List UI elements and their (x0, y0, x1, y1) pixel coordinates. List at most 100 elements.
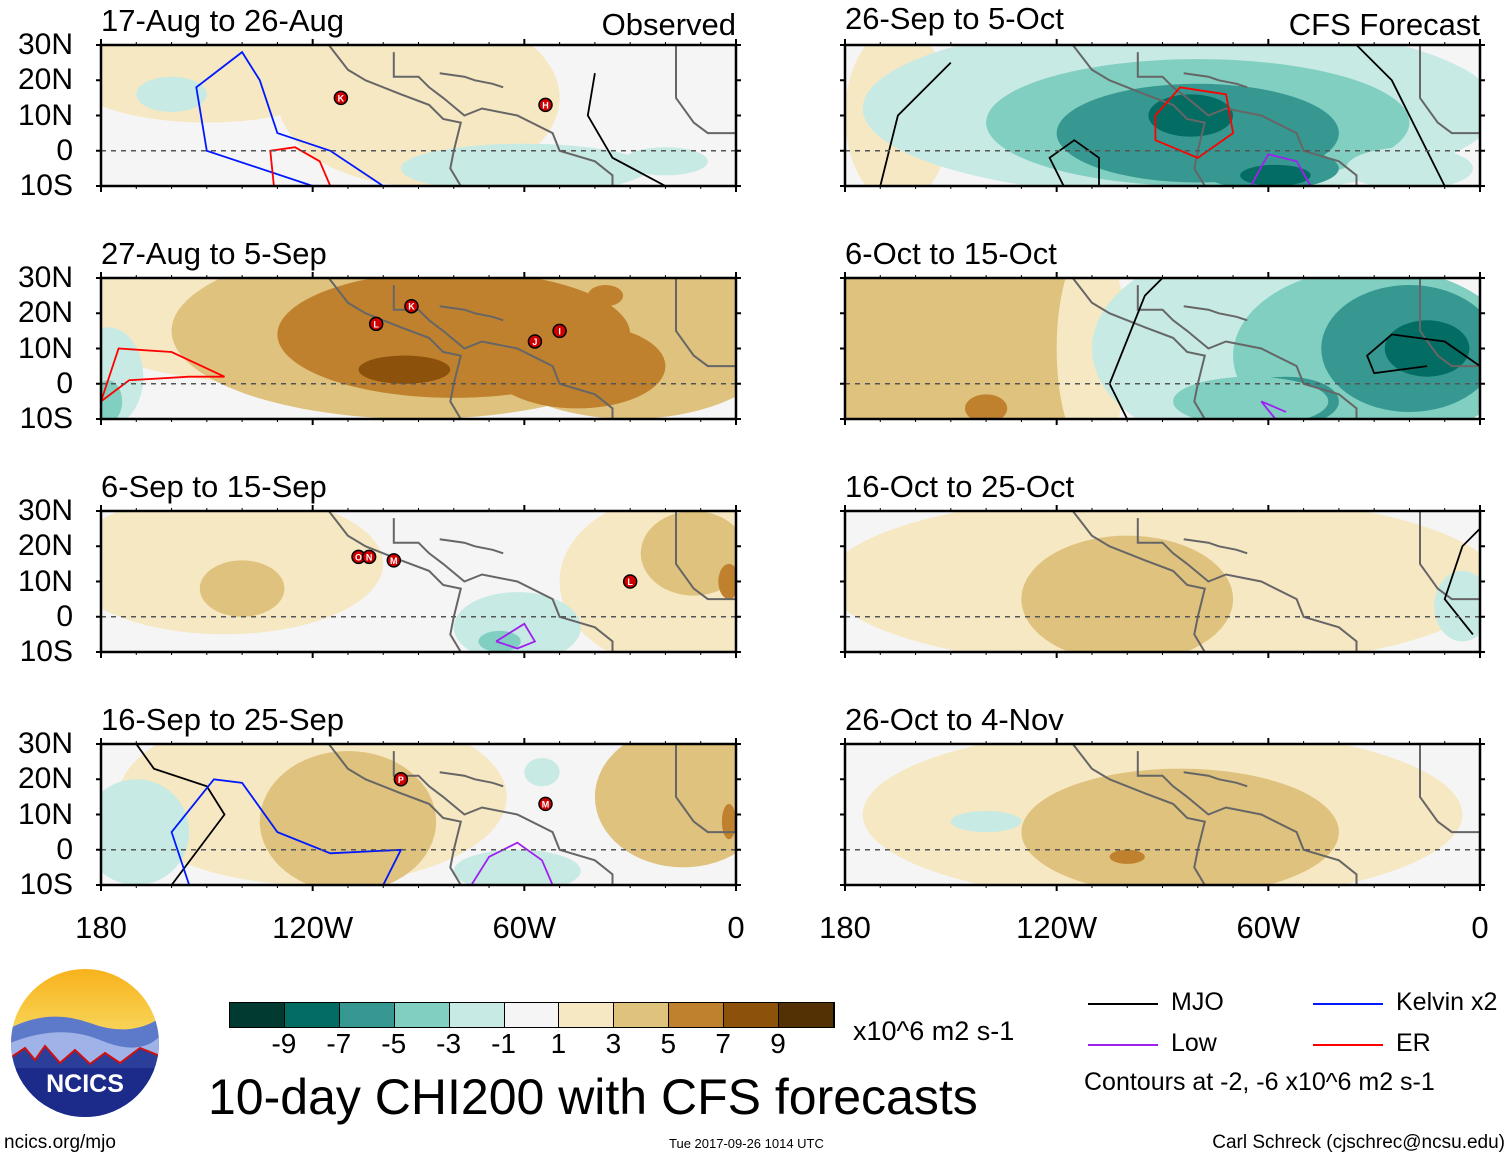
coastline (327, 511, 463, 652)
timestamp: Tue 2017-09-26 1014 UTC (669, 1136, 824, 1151)
map-panel (840, 272, 1485, 425)
chi200-anomaly-region (845, 278, 1110, 419)
coastline (392, 751, 614, 885)
chi200-anomaly-region (1345, 147, 1473, 186)
chi200-anomaly-region (1384, 320, 1470, 377)
wave-contour (1260, 400, 1287, 419)
colorbar-swatch (449, 1003, 505, 1027)
chi200-anomaly-region (259, 751, 437, 885)
coastline (392, 518, 614, 652)
colorbar-level: 1 (550, 1028, 567, 1059)
colorbar-level: 3 (605, 1028, 622, 1059)
storm-marker: K (333, 90, 349, 106)
caribbean-islands (1183, 72, 1248, 89)
storm-marker: J (527, 334, 543, 349)
legend-line (1313, 1003, 1383, 1005)
chi200-anomaly-region (1148, 94, 1234, 137)
chi200-anomaly-region (721, 803, 736, 840)
lon-label: 120W (272, 910, 354, 945)
lat-label: 0 (56, 133, 73, 167)
lat-label: 20N (17, 529, 73, 563)
panel-title: 26-Oct to 4-Nov (845, 702, 1064, 737)
chi200-anomaly-region (594, 744, 736, 868)
panel-title: 16-Sep to 25-Sep (101, 702, 345, 737)
coastline-africa (675, 45, 736, 135)
chi200-anomaly-region (358, 355, 451, 384)
panel-title: 17-Aug to 26-Aug (101, 3, 345, 38)
colorbar-level: 9 (770, 1028, 786, 1059)
coastline (1136, 751, 1358, 885)
lat-label: 30N (17, 28, 73, 61)
storm-letter: L (627, 577, 633, 587)
storm-letter: M (542, 799, 550, 809)
storm-marker: M (538, 796, 553, 812)
colorbar-level: 7 (715, 1028, 731, 1059)
colorbar-level: -7 (326, 1028, 352, 1059)
contour-note: Contours at -2, -6 x10^6 m2 s-1 (1084, 1068, 1435, 1096)
lat-label: 30N (17, 727, 73, 760)
colorbar-swatch (669, 1003, 725, 1027)
chi200-anomaly-region (136, 76, 207, 112)
lat-label: 10N (17, 98, 73, 132)
map-panel (840, 738, 1485, 891)
chi200-anomaly-region (1109, 849, 1145, 864)
chi200-anomaly-region (950, 810, 1022, 833)
wave-contour (101, 347, 225, 403)
lat-label: 10S (19, 402, 73, 435)
chi200-anomaly-region (400, 143, 648, 186)
colorbar-level: -5 (381, 1028, 407, 1059)
lon-label: 60W (1236, 910, 1301, 945)
coastline-africa (1419, 45, 1480, 135)
legend-label: Kelvin x2 (1396, 988, 1498, 1016)
lat-label: 0 (56, 366, 73, 400)
storm-letter: P (398, 775, 404, 785)
lat-label: 10N (17, 564, 73, 598)
storm-marker: H (538, 97, 553, 113)
storm-letter: L (373, 319, 379, 329)
lon-label: 0 (1471, 910, 1489, 945)
caribbean-islands (439, 72, 504, 89)
wave-contour (879, 61, 952, 186)
wave-contour (269, 146, 332, 186)
panel-title: 6-Sep to 15-Sep (101, 469, 327, 504)
chi200-anomaly-region (1240, 164, 1311, 186)
storm-letter: O (355, 552, 362, 562)
panel-source-tag: CFS Forecast (1288, 7, 1480, 42)
lat-label: 0 (56, 599, 73, 633)
colorbar-swatch (230, 1003, 285, 1027)
panel-title: 6-Oct to 15-Oct (845, 236, 1057, 271)
wave-contour (1154, 86, 1235, 159)
lon-label: 180 (75, 910, 127, 945)
caribbean-islands (1183, 305, 1248, 322)
chi200-anomaly-region (1434, 570, 1480, 642)
coastline (1136, 285, 1358, 419)
coastline (1136, 52, 1358, 186)
wave-contour (495, 622, 537, 650)
coastline (1071, 511, 1207, 652)
lon-label: 60W (492, 910, 557, 945)
map-panel: L K J I (96, 272, 741, 425)
storm-letter: N (366, 552, 373, 562)
caribbean-islands (1183, 771, 1248, 788)
map-panel: PM (96, 738, 741, 891)
lat-label: 20N (17, 63, 73, 97)
legend-label: MJO (1171, 988, 1224, 1016)
map-panel: O N M L (96, 505, 741, 658)
url-text[interactable]: ncics.org/mjo (4, 1132, 116, 1153)
legend-label: Low (1171, 1029, 1217, 1057)
colorbar-level: -3 (436, 1028, 462, 1059)
colorbar-swatch (394, 1003, 450, 1027)
chi200-anomaly-region (640, 511, 736, 596)
storm-marker: M (386, 553, 402, 568)
colorbar-swatch (284, 1003, 340, 1027)
legend-line (1088, 1044, 1158, 1046)
storm-letter: J (532, 337, 537, 347)
storm-marker: L (622, 574, 638, 589)
storm-marker: N (361, 549, 377, 565)
coastline (392, 285, 614, 419)
coastline (1071, 744, 1207, 885)
panel-title: 27-Aug to 5-Sep (101, 236, 327, 271)
lat-label: 10S (19, 635, 73, 668)
storm-letter: K (338, 93, 345, 103)
colorbar-swatch (779, 1003, 834, 1027)
